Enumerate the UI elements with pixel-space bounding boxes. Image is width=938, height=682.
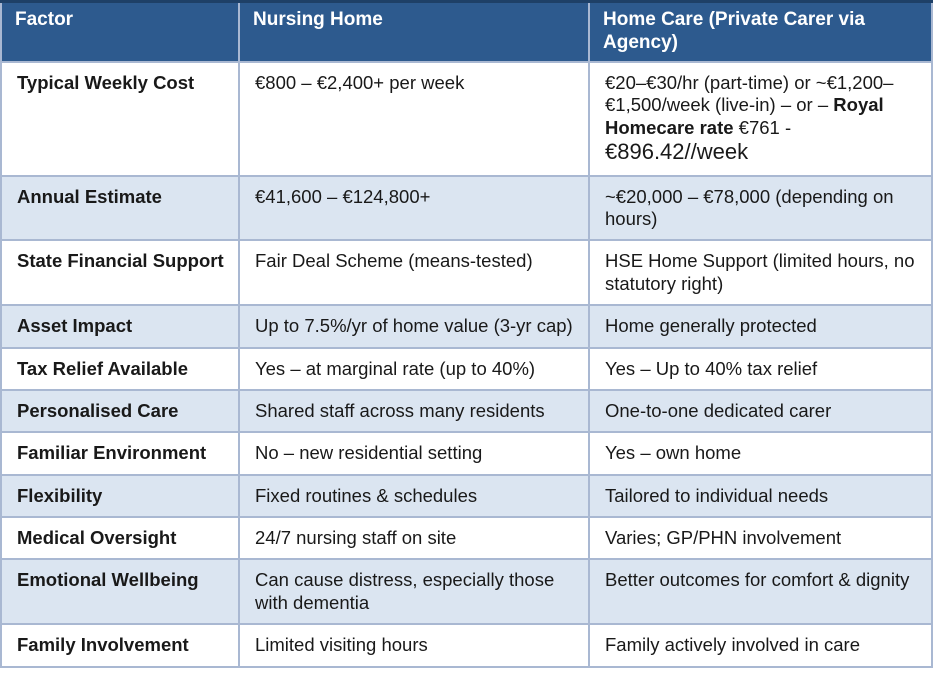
nursing-home-cell: Up to 7.5%/yr of home value (3-yr cap)	[238, 304, 590, 349]
table-row-tax-relief: Tax Relief Available Yes – at marginal r…	[0, 346, 933, 391]
home-care-cell: Home generally protected	[588, 304, 933, 349]
factor-cell: Flexibility	[0, 473, 240, 519]
factor-cell: State Financial Support	[0, 239, 240, 307]
factor-cell: Typical Weekly Cost	[0, 60, 240, 177]
table-row-personalised-care: Personalised Care Shared staff across ma…	[0, 388, 933, 434]
table-row-annual-estimate: Annual Estimate €41,600 – €124,800+ ~€20…	[0, 174, 933, 242]
home-care-cell: Yes – own home	[588, 431, 933, 476]
home-care-cell: ~€20,000 – €78,000 (depending on hours)	[588, 174, 933, 242]
home-care-cell: Yes – Up to 40% tax relief	[588, 346, 933, 391]
factor-cell: Asset Impact	[0, 304, 240, 349]
table-row-medical-oversight: Medical Oversight 24/7 nursing staff on …	[0, 516, 933, 561]
column-header-home-care: Home Care (Private Carer via Agency)	[588, 0, 933, 63]
table-row-family-involvement: Family Involvement Limited visiting hour…	[0, 623, 933, 668]
column-header-nursing-home: Nursing Home	[238, 0, 590, 63]
home-care-cell: Varies; GP/PHN involvement	[588, 516, 933, 561]
table-row-typical-weekly-cost: Typical Weekly Cost €800 – €2,400+ per w…	[0, 60, 933, 177]
nursing-home-cell: Shared staff across many residents	[238, 388, 590, 434]
royal-homecare-weekly-rate: €896.42//week	[605, 139, 749, 165]
nursing-home-cell: Limited visiting hours	[238, 623, 590, 668]
factor-cell: Familiar Environment	[0, 431, 240, 476]
home-care-cell: HSE Home Support (limited hours, no stat…	[588, 239, 933, 307]
table-header-row: Factor Nursing Home Home Care (Private C…	[0, 0, 933, 63]
table-row-flexibility: Flexibility Fixed routines & schedules T…	[0, 473, 933, 519]
nursing-home-cell: No – new residential setting	[238, 431, 590, 476]
nursing-home-cell: Fair Deal Scheme (means-tested)	[238, 239, 590, 307]
factor-cell: Medical Oversight	[0, 516, 240, 561]
home-care-cell: Family actively involved in care	[588, 623, 933, 668]
factor-cell: Tax Relief Available	[0, 346, 240, 391]
royal-homecare-rate-label: Royal Homecare rate	[605, 94, 884, 138]
home-care-cell: One-to-one dedicated carer	[588, 388, 933, 434]
royal-homecare-rate-value: €761 -	[733, 116, 792, 138]
factor-cell: Emotional Wellbeing	[0, 558, 240, 626]
column-header-factor: Factor	[0, 0, 240, 63]
factor-cell: Family Involvement	[0, 623, 240, 668]
table-row-emotional-wellbeing: Emotional Wellbeing Can cause distress, …	[0, 558, 933, 626]
home-care-cell: €20–€30/hr (part-time) or ~€1,200–€1,500…	[588, 60, 933, 177]
home-care-cell: Tailored to individual needs	[588, 473, 933, 519]
nursing-home-cell: €41,600 – €124,800+	[238, 174, 590, 242]
table-row-familiar-environment: Familiar Environment No – new residentia…	[0, 431, 933, 476]
comparison-table: Factor Nursing Home Home Care (Private C…	[0, 0, 933, 668]
factor-cell: Annual Estimate	[0, 174, 240, 242]
nursing-home-cell: 24/7 nursing staff on site	[238, 516, 590, 561]
nursing-home-cell: Can cause distress, especially those wit…	[238, 558, 590, 626]
home-care-cost-text: €20–€30/hr (part-time) or ~€1,200–€1,500…	[605, 71, 894, 116]
home-care-cell: Better outcomes for comfort & dignity	[588, 558, 933, 626]
factor-cell: Personalised Care	[0, 388, 240, 434]
nursing-home-cell: €800 – €2,400+ per week	[238, 60, 590, 177]
table-row-asset-impact: Asset Impact Up to 7.5%/yr of home value…	[0, 304, 933, 349]
nursing-home-cell: Yes – at marginal rate (up to 40%)	[238, 346, 590, 391]
table-row-state-financial-support: State Financial Support Fair Deal Scheme…	[0, 239, 933, 307]
nursing-home-cell: Fixed routines & schedules	[238, 473, 590, 519]
